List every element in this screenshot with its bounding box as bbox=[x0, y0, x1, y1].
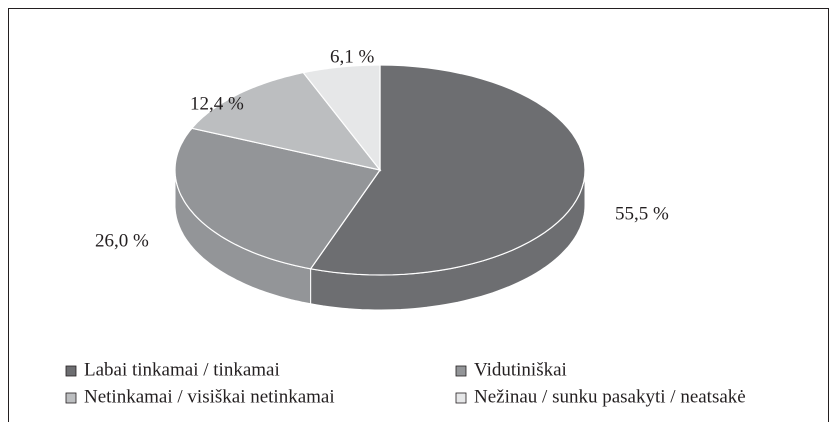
legend-swatch bbox=[65, 392, 77, 404]
frame bbox=[8, 8, 829, 422]
data-label: 6,1 % bbox=[330, 46, 375, 67]
legend-swatch bbox=[455, 392, 467, 404]
pie-slice bbox=[302, 64, 381, 172]
data-label: 26,0 % bbox=[95, 230, 149, 251]
legend-label: Netinkamai / visiškai netinkamai bbox=[84, 386, 335, 407]
legend-label: Vidutiniškai bbox=[474, 359, 567, 380]
pie-slice bbox=[190, 71, 382, 171]
legend-swatch bbox=[455, 365, 467, 377]
legend-label: Nežinau / sunku pasakyti / neatsakė bbox=[474, 386, 746, 407]
pie-slice bbox=[309, 64, 586, 276]
data-label: 55,5 % bbox=[615, 203, 669, 224]
pie-slice bbox=[174, 127, 382, 270]
legend-swatch bbox=[65, 365, 77, 377]
legend-label: Labai tinkamai / tinkamai bbox=[84, 359, 280, 380]
data-label: 12,4 % bbox=[190, 93, 244, 114]
